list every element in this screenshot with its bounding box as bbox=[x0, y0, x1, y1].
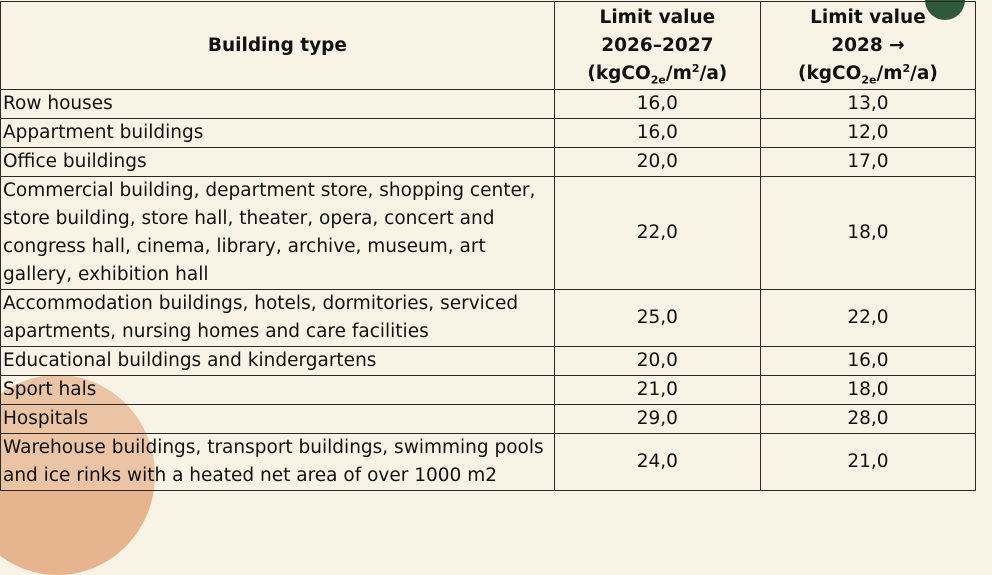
table-row: Office buildings 20,0 17,0 bbox=[0, 147, 977, 177]
table-row: Appartment buildings 16,0 12,0 bbox=[0, 118, 977, 148]
building-type-cell: Educational buildings and kindergartens bbox=[0, 346, 555, 376]
header-building-type: Building type bbox=[0, 1, 555, 90]
header-b-unit: (kgCO2e/m2/a) bbox=[798, 61, 938, 87]
limit-2028-cell: 13,0 bbox=[759, 89, 977, 119]
table-row: Accommodation buildings, hotels, dormito… bbox=[0, 289, 977, 347]
limit-2028-cell: 28,0 bbox=[759, 404, 977, 434]
header-a-unit: (kgCO2e/m2/a) bbox=[587, 61, 728, 87]
building-type-cell: Warehouse buildings, transport buildings… bbox=[0, 433, 555, 491]
header-limit-2026-2027: Limit value 2026–2027 (kgCO2e/m2/a) bbox=[553, 1, 761, 90]
limit-2028-cell: 21,0 bbox=[759, 433, 977, 491]
table-row: Row houses 16,0 13,0 bbox=[0, 89, 977, 119]
header-b-period: 2028 → bbox=[831, 34, 905, 56]
building-type-cell: Sport hals bbox=[0, 375, 555, 405]
header-limit-2028: Limit value 2028 → (kgCO2e/m2/a) bbox=[759, 1, 977, 90]
building-type-cell: Office buildings bbox=[0, 147, 555, 177]
header-a-period: 2026–2027 bbox=[601, 34, 714, 56]
limit-2026-2027-cell: 20,0 bbox=[553, 346, 761, 376]
table-row: Educational buildings and kindergartens … bbox=[0, 346, 977, 376]
table-row: Hospitals 29,0 28,0 bbox=[0, 404, 977, 434]
table-header-row: Building type Limit value 2026–2027 (kgC… bbox=[0, 1, 977, 90]
table-row: Sport hals 21,0 18,0 bbox=[0, 375, 977, 405]
limit-2026-2027-cell: 22,0 bbox=[553, 176, 761, 290]
limit-2026-2027-cell: 20,0 bbox=[553, 147, 761, 177]
limit-2028-cell: 18,0 bbox=[759, 176, 977, 290]
building-type-cell: Hospitals bbox=[0, 404, 555, 434]
building-type-cell: Commercial building, department store, s… bbox=[0, 176, 555, 290]
header-b-title: Limit value bbox=[810, 6, 926, 28]
building-type-cell: Row houses bbox=[0, 89, 555, 119]
limit-2028-cell: 22,0 bbox=[759, 289, 977, 347]
limit-2026-2027-cell: 21,0 bbox=[553, 375, 761, 405]
building-type-cell: Appartment buildings bbox=[0, 118, 555, 148]
limit-2026-2027-cell: 16,0 bbox=[553, 89, 761, 119]
table-row: Commercial building, department store, s… bbox=[0, 176, 977, 290]
limit-2026-2027-cell: 29,0 bbox=[553, 404, 761, 434]
header-a-title: Limit value bbox=[599, 6, 716, 28]
limit-2026-2027-cell: 25,0 bbox=[553, 289, 761, 347]
limit-2028-cell: 18,0 bbox=[759, 375, 977, 405]
table-row: Warehouse buildings, transport buildings… bbox=[0, 433, 977, 491]
limit-2028-cell: 12,0 bbox=[759, 118, 977, 148]
limit-values-table: Building type Limit value 2026–2027 (kgC… bbox=[0, 1, 977, 491]
limit-2026-2027-cell: 24,0 bbox=[553, 433, 761, 491]
limit-2026-2027-cell: 16,0 bbox=[553, 118, 761, 148]
limit-2028-cell: 17,0 bbox=[759, 147, 977, 177]
building-type-cell: Accommodation buildings, hotels, dormito… bbox=[0, 289, 555, 347]
limit-2028-cell: 16,0 bbox=[759, 346, 977, 376]
